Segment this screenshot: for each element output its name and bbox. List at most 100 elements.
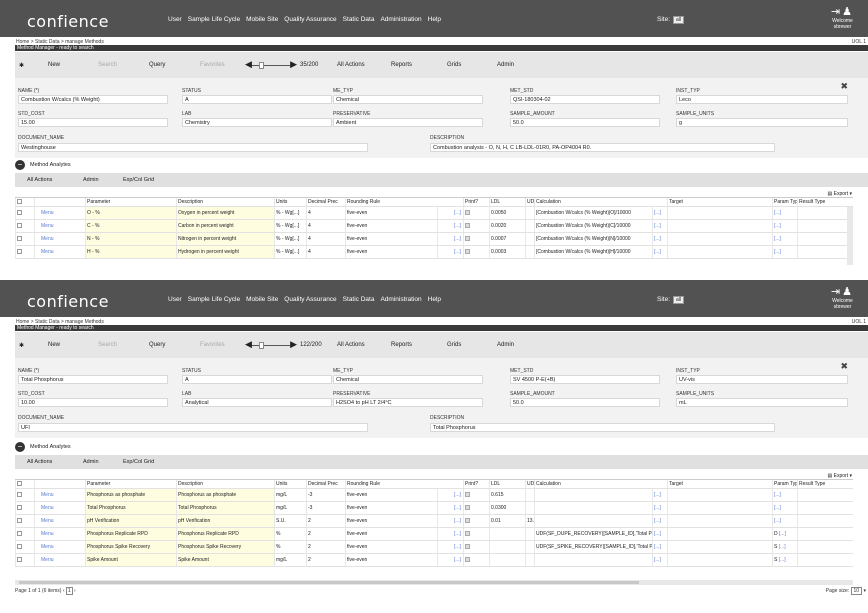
nav-item-mobile-site[interactable]: Mobile Site (246, 16, 279, 23)
decimal-cell[interactable]: 4 (306, 233, 345, 245)
header-print-[interactable]: Print? (463, 198, 489, 206)
pin-icon[interactable]: ✱ (19, 343, 25, 349)
rounding-lookup[interactable]: [...] (437, 207, 463, 219)
ldl-cell[interactable]: 0.0003 (489, 246, 525, 258)
row-checkbox[interactable] (17, 249, 22, 255)
met-std-field[interactable]: SV 4500 P-E(+B) (510, 375, 660, 384)
header-calculation[interactable]: Calculation (534, 198, 667, 206)
row-menu[interactable]: Menu (34, 541, 85, 553)
calculation-cell[interactable]: UDF(SF_SPIKE_RECOVERY([SAMPLE_ID],'Total… (534, 541, 652, 553)
parameter-cell[interactable]: Spike Amount (85, 554, 176, 566)
header-result-type[interactable]: Result Type (797, 480, 853, 488)
units-cell[interactable]: % (274, 528, 306, 540)
row-select[interactable] (15, 207, 34, 219)
row-select[interactable] (15, 515, 34, 527)
scroll-thumb[interactable] (19, 581, 639, 584)
calculation-cell[interactable] (534, 502, 652, 514)
result-type-cell[interactable] (797, 207, 853, 219)
units-cell[interactable]: % - Wg[...] (274, 233, 306, 245)
row-checkbox[interactable] (17, 518, 22, 524)
description-field[interactable]: Total Phosphorus (430, 423, 775, 432)
site-dropdown[interactable]: all (673, 296, 685, 304)
calculation-lookup[interactable]: [...] (652, 554, 667, 566)
row-checkbox[interactable] (17, 505, 22, 511)
description-cell[interactable]: Total Phosphorus (176, 502, 274, 514)
lab-field[interactable]: Analytical (182, 398, 332, 407)
page-size-select[interactable]: 10 (850, 587, 863, 595)
units-cell[interactable]: % - Wg[...] (274, 207, 306, 219)
rounding-cell[interactable]: five-even (345, 220, 437, 232)
decimal-cell[interactable]: 2 (306, 528, 345, 540)
rounding-lookup[interactable]: [...] (437, 515, 463, 527)
all-actions-button[interactable]: All Actions (337, 62, 365, 68)
header-units[interactable]: Units (274, 198, 306, 206)
result-type-cell[interactable] (797, 502, 853, 514)
lab-field[interactable]: Chemistry (182, 118, 332, 127)
rounding-lookup[interactable]: [...] (437, 502, 463, 514)
met-std-field[interactable]: QSI-180304-02 (510, 95, 660, 104)
print-cell[interactable] (463, 233, 489, 245)
print-cell[interactable] (463, 554, 489, 566)
print-checkbox[interactable] (465, 236, 470, 242)
header-description[interactable]: Description (176, 480, 274, 488)
parameter-cell[interactable]: Total Phosphorus (85, 502, 176, 514)
document-name-field[interactable]: Westinghouse (18, 143, 368, 152)
nav-item-help[interactable]: Help (427, 296, 442, 303)
decimal-cell[interactable]: 2 (306, 515, 345, 527)
description-cell[interactable]: Carbon in percent weight (176, 220, 274, 232)
units-cell[interactable]: S.U. (274, 515, 306, 527)
header-rounding-rule[interactable]: Rounding Rule (345, 480, 437, 488)
header-ldl[interactable]: LDL (489, 198, 525, 206)
units-cell[interactable]: % - Wg[...] (274, 246, 306, 258)
collapse-section-icon[interactable]: − (15, 160, 25, 170)
nav-item-static-data[interactable]: Static Data (342, 16, 375, 23)
nav-item-mobile-site[interactable]: Mobile Site (246, 296, 279, 303)
header-decimal-prec[interactable]: Decimal Prec (306, 480, 345, 488)
calculation-lookup[interactable]: [...] (652, 207, 667, 219)
row-checkbox[interactable] (17, 210, 22, 216)
param-type-lookup[interactable]: [...] (774, 236, 781, 242)
param-type-cell[interactable]: [...] (772, 207, 797, 219)
target-cell[interactable] (667, 554, 772, 566)
reports-button[interactable]: Reports (391, 62, 413, 68)
collapse-section-icon[interactable]: − (15, 442, 25, 452)
header-print-[interactable]: Print? (463, 480, 489, 488)
preservative-field[interactable]: H2SO4 to pH LT 2/4°C (333, 398, 483, 407)
description-cell[interactable]: pH Verification (176, 515, 274, 527)
header-select-all[interactable] (15, 480, 34, 488)
rounding-cell[interactable]: five-even (345, 554, 437, 566)
preservative-field[interactable]: Ambient (333, 118, 483, 127)
grids-button[interactable]: Grids (447, 62, 462, 68)
param-type-lookup[interactable]: [...] (774, 492, 781, 498)
row-menu[interactable]: Menu (34, 515, 85, 527)
calculation-cell[interactable]: [Combustion W/calcs (% Weight)|H]/10000 (534, 246, 652, 258)
target-cell[interactable] (667, 207, 772, 219)
units-cell[interactable]: mg/L (274, 554, 306, 566)
print-cell[interactable] (463, 515, 489, 527)
print-checkbox[interactable] (465, 249, 470, 255)
breadcrumb[interactable]: Home > Static Data > manage Methods (16, 319, 104, 325)
new-button[interactable]: New (48, 62, 61, 68)
rounding-lookup[interactable]: [...] (437, 489, 463, 501)
select-all-checkbox[interactable] (17, 199, 22, 205)
rounding-lookup[interactable]: [...] (437, 528, 463, 540)
row-checkbox[interactable] (17, 557, 22, 563)
row-checkbox[interactable] (17, 544, 22, 550)
search-button[interactable]: Search (98, 62, 118, 68)
target-cell[interactable] (667, 489, 772, 501)
units-cell[interactable]: mg/L (274, 502, 306, 514)
status-field[interactable]: A (182, 95, 332, 104)
udl-cell[interactable] (525, 220, 534, 232)
result-type-cell[interactable] (797, 528, 853, 540)
rounding-cell[interactable]: five-even (345, 489, 437, 501)
calculation-cell[interactable] (534, 515, 652, 527)
description-cell[interactable]: Phosphorus Spike Recovery (176, 541, 274, 553)
export-button[interactable]: ▤ Export ▾ (827, 473, 852, 479)
target-cell[interactable] (667, 502, 772, 514)
row-select[interactable] (15, 554, 34, 566)
document-name-field[interactable]: UFI (18, 423, 368, 432)
result-type-cell[interactable] (797, 515, 853, 527)
sample-units-field[interactable]: mL (676, 398, 848, 407)
row-menu[interactable]: Menu (34, 528, 85, 540)
param-type-cell[interactable]: S [...] (772, 541, 797, 553)
